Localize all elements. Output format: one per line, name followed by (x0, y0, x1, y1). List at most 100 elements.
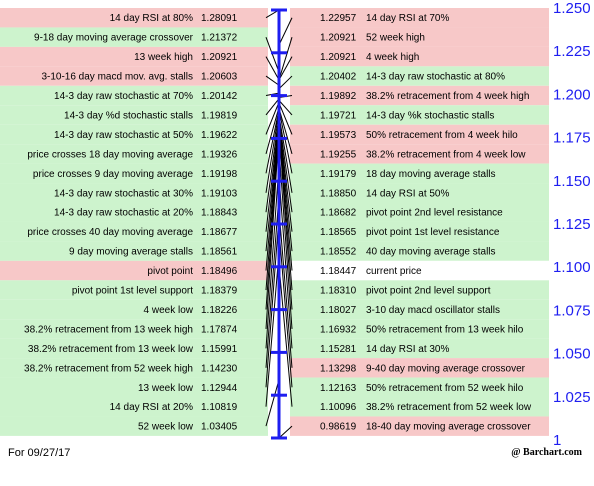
left-row-label: 38.2% retracement from 52 week high (24, 363, 193, 374)
left-row-label: 14-3 day raw stochastic at 20% (54, 208, 193, 219)
y-tick-label: 1.125 (553, 216, 591, 233)
left-row-label: price crosses 40 day moving average (27, 227, 193, 238)
left-row-value: 1.18379 (201, 286, 238, 297)
right-row-value: 1.19573 (320, 130, 357, 141)
right-row-label: 3-10 day macd oscillator stalls (366, 305, 500, 316)
left-row-value: 1.18496 (201, 266, 238, 277)
right-row-value: 1.22957 (320, 13, 357, 24)
left-row-label: 52 week low (138, 422, 194, 433)
row-backgrounds (0, 8, 549, 436)
price-axis (271, 8, 287, 440)
y-tick-label: 1.050 (553, 346, 591, 363)
y-tick-label: 1.100 (553, 259, 591, 276)
right-row-bg (290, 46, 549, 67)
left-connector (265, 131, 280, 329)
right-row-label: pivot point 2nd level support (366, 286, 491, 297)
right-row-label: 50% retracement from 4 week hilo (366, 130, 518, 141)
right-row-label: 14 day RSI at 30% (366, 344, 449, 355)
right-row-value: 1.20402 (320, 72, 357, 83)
left-connector (265, 107, 280, 155)
left-connector (265, 56, 280, 81)
right-row-bg (290, 416, 549, 436)
left-row-bg (0, 221, 268, 242)
y-tick-labels: 1.250 1.225 1.200 1.175 1.150 1.125 1.100 1.075… (553, 0, 591, 449)
left-row-label: 14 day RSI at 80% (110, 13, 193, 24)
left-row-value: 1.20921 (201, 52, 238, 63)
right-row-label: 52 week high (366, 33, 425, 44)
left-row-label: 38.2% retracement from 13 week high (24, 324, 193, 335)
left-connector (265, 164, 280, 349)
right-row-bg (290, 85, 549, 106)
right-row-value: 1.19892 (320, 91, 357, 102)
right-connector (278, 176, 293, 349)
left-connector (265, 109, 280, 174)
right-row-bg (290, 260, 549, 281)
right-row-bg (290, 27, 549, 47)
right-row-value: 1.15281 (320, 344, 357, 355)
left-row-value: 1.14230 (201, 363, 238, 374)
left-row-label: 9-18 day moving average crossover (34, 33, 194, 44)
left-row-bg (0, 397, 268, 417)
right-row-bg (290, 163, 549, 184)
left-row-value: 1.15991 (201, 344, 238, 355)
left-row-label: 14-3 day %d stochastic stalls (64, 110, 193, 121)
left-connector (265, 37, 280, 73)
left-row-bg (0, 105, 268, 125)
right-row-value: 1.19721 (320, 110, 357, 121)
right-connector (278, 210, 293, 368)
left-row-label: 4 week low (144, 305, 194, 316)
right-row-label: current price (366, 266, 422, 277)
right-row-bg (290, 66, 549, 86)
right-row-value: 1.20921 (320, 52, 357, 63)
right-connector (278, 37, 293, 80)
connector-lines (265, 9, 293, 439)
right-row-bg (290, 202, 549, 222)
right-row-label: pivot point 2nd level resistance (366, 208, 503, 219)
left-row-bg (0, 66, 268, 86)
right-row-value: 1.10096 (320, 402, 357, 413)
right-row-bg (290, 358, 549, 378)
left-connector (265, 98, 280, 116)
left-row-label: pivot point (147, 266, 193, 277)
y-tick-label: 1.250 (553, 0, 591, 17)
right-row-bg (290, 241, 549, 261)
right-connector (278, 124, 293, 291)
left-row-value: 1.18843 (201, 208, 238, 219)
y-tick-label: 1.025 (553, 389, 591, 406)
right-row-label: 38.2% retracement from 4 week high (366, 91, 529, 102)
right-row-label: 14 day RSI at 50% (366, 188, 449, 199)
right-row-label: 50% retracement from 52 week hilo (366, 383, 524, 394)
right-row-value: 1.18552 (320, 247, 357, 258)
right-connector (278, 75, 293, 90)
right-row-label: 4 week high (366, 52, 419, 63)
left-row-bg (0, 8, 268, 28)
right-connector (278, 56, 293, 81)
left-row-label: 14-3 day raw stochastic at 30% (54, 188, 193, 199)
right-row-value: 1.18682 (320, 208, 357, 219)
right-connector (278, 129, 293, 310)
left-connector (265, 110, 280, 193)
footer-date: For 09/27/17 (8, 447, 71, 459)
left-row-label: 9 day moving average stalls (69, 247, 193, 258)
right-row-label: 14-3 day %k stochastic stalls (366, 110, 494, 121)
y-tick-label: 1.225 (553, 43, 591, 60)
right-row-value: 1.19179 (320, 169, 357, 180)
left-row-bg (0, 416, 268, 436)
left-row-bg (0, 338, 268, 359)
y-tick-label: 1.150 (553, 173, 591, 190)
right-row-label: pivot point 1st level resistance (366, 227, 500, 238)
left-row-value: 1.19622 (201, 130, 238, 141)
left-row-value: 1.12944 (201, 383, 238, 394)
left-connector (265, 75, 280, 86)
right-row-bg (290, 144, 549, 164)
right-connector (278, 17, 293, 46)
right-row-bg (290, 8, 549, 28)
left-row-bg (0, 280, 268, 300)
left-row-value: 1.19326 (201, 149, 238, 160)
left-row-value: 1.03405 (201, 422, 238, 433)
left-row-bg (0, 299, 268, 320)
right-connector (278, 148, 293, 329)
right-row-value: 1.20921 (320, 33, 357, 44)
left-row-label: 14-3 day raw stochastic at 50% (54, 130, 193, 141)
